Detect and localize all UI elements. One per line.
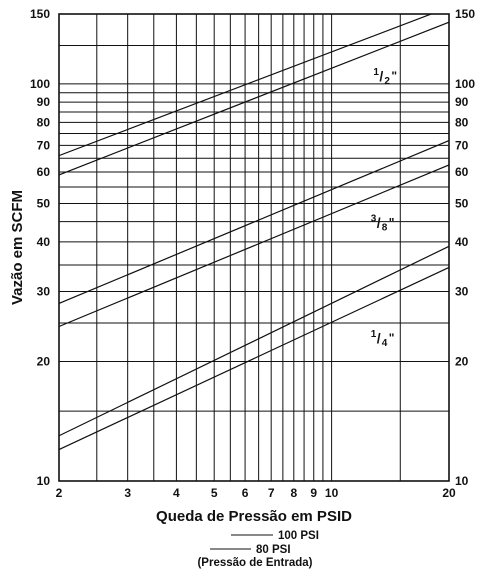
y-tick-label-left: 100 — [30, 77, 50, 91]
series-line-1-2-100-psi — [59, 14, 433, 157]
x-tick-label: 6 — [242, 486, 249, 500]
legend-label-100-psi: 100 PSI — [278, 530, 319, 542]
size-label-numerator: 1 — [371, 329, 377, 340]
plot-border — [58, 13, 450, 482]
chart-series — [59, 14, 449, 451]
y-tick-label-left: 90 — [37, 95, 51, 109]
size-label-slash: / — [377, 330, 381, 346]
y-tick-label-right: 90 — [455, 95, 469, 109]
size-label-denominator: 4 — [382, 338, 388, 349]
y-tick-label-right: 10 — [455, 474, 469, 488]
series-line-1-2-80-psi — [59, 21, 449, 176]
x-axis-title: Queda de Pressão em PSID — [156, 508, 352, 525]
x-tick-label: 2 — [56, 486, 63, 500]
chart-grid — [58, 13, 450, 482]
x-tick-label: 20 — [442, 486, 456, 500]
size-label: 3/8 " — [371, 213, 395, 233]
x-tick-label: 4 — [173, 486, 180, 500]
x-tick-label: 9 — [310, 486, 317, 500]
series-line-1-4-100-psi — [59, 245, 449, 437]
legend-caption: (Pressão de Entrada) — [197, 557, 312, 569]
y-tick-label-left: 150 — [30, 7, 50, 21]
series-line-1-4-80-psi — [59, 266, 449, 451]
y-tick-label-left: 20 — [37, 354, 51, 368]
y-tick-label-right: 150 — [455, 7, 475, 21]
y-tick-label-right: 50 — [455, 196, 469, 210]
legend: 100 PSI 80 PSI (Pressão de Entrada) — [197, 530, 318, 569]
size-label-numerator: 1 — [373, 67, 379, 78]
size-label-inch-mark: " — [389, 331, 395, 345]
y-tick-label-left: 10 — [37, 474, 51, 488]
x-tick-label: 10 — [325, 486, 339, 500]
size-label-denominator: 8 — [382, 222, 388, 233]
size-label-inch-mark: " — [391, 69, 397, 83]
x-tick-label: 5 — [211, 486, 218, 500]
y-tick-label-right: 100 — [455, 77, 475, 91]
y-tick-label-right: 60 — [455, 165, 469, 179]
y-tick-label-left: 80 — [37, 115, 51, 129]
x-tick-label: 7 — [268, 486, 275, 500]
y-tick-label-right: 70 — [455, 138, 469, 152]
size-label: 1/4 " — [371, 329, 395, 349]
y-tick-label-left: 30 — [37, 285, 51, 299]
plot-frame — [58, 13, 450, 482]
size-label-denominator: 2 — [384, 76, 390, 87]
size-label-slash: / — [379, 68, 383, 84]
y-tick-label-right: 80 — [455, 115, 469, 129]
y-tick-label-right: 40 — [455, 235, 469, 249]
size-label-numerator: 3 — [371, 213, 377, 224]
y-axis-title: Vazão em SCFM — [9, 190, 26, 305]
y-tick-label-left: 40 — [37, 235, 51, 249]
y-tick-label-right: 30 — [455, 285, 469, 299]
x-tick-label: 3 — [124, 486, 131, 500]
y-tick-label-left: 50 — [37, 196, 51, 210]
y-tick-label-left: 70 — [37, 138, 51, 152]
series-line-3-8-100-psi — [59, 140, 449, 304]
legend-label-80-psi: 80 PSI — [256, 544, 291, 556]
size-label-slash: / — [377, 214, 381, 230]
series-line-3-8-80-psi — [59, 164, 449, 328]
size-labels: 1/2 "3/8 "1/4 " — [371, 67, 397, 349]
y-tick-label-left: 60 — [37, 165, 51, 179]
x-tick-label: 8 — [290, 486, 297, 500]
size-label-inch-mark: " — [389, 215, 395, 229]
size-label: 1/2 " — [373, 67, 397, 87]
y-tick-label-right: 20 — [455, 354, 469, 368]
